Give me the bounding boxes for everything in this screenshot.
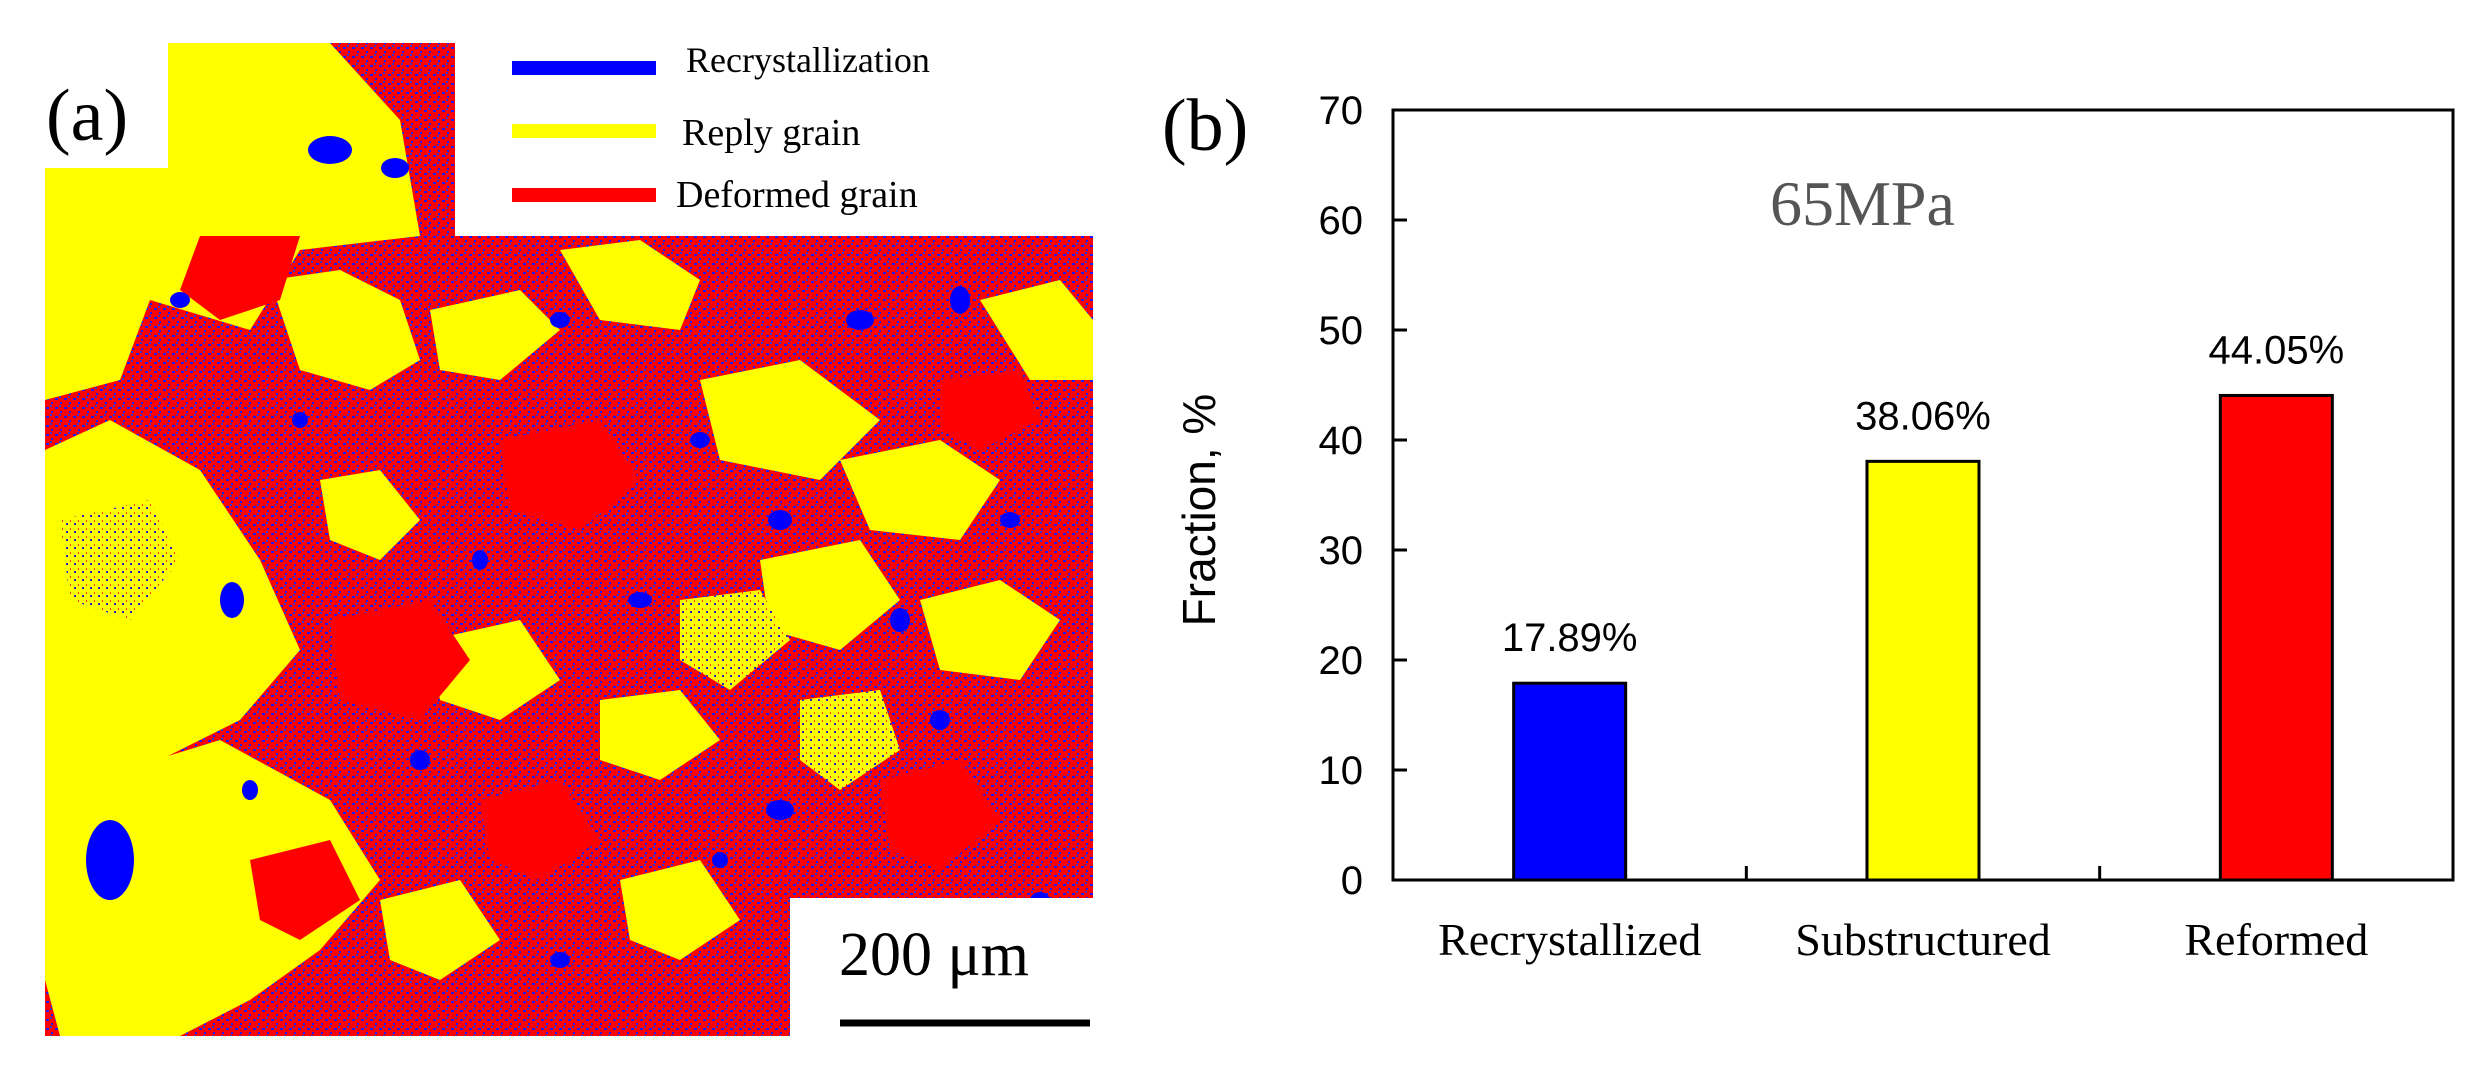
map-regions	[45, 43, 1093, 1036]
speckled-reply-region	[800, 690, 900, 790]
recrystallized-grain	[1000, 512, 1020, 528]
y-tick-label: 40	[1319, 419, 1364, 463]
recrystallized-grain	[550, 952, 570, 968]
recrystallized-grain	[410, 750, 430, 770]
speckled-reply-region	[680, 590, 790, 690]
reply-grain-region	[45, 740, 380, 1036]
data-label-substructured: 38.06%	[1855, 394, 1991, 438]
bar-recrystallized	[1512, 681, 1628, 882]
recrystallized-grain	[242, 780, 258, 800]
deformed-grain-region	[880, 760, 1000, 870]
y-tick-label: 50	[1319, 309, 1364, 353]
bar-reformed	[2218, 393, 2334, 882]
y-axis-ticks: 0 10 20 30 40 50 60 70	[1319, 89, 1407, 903]
deformed-grain-region	[500, 420, 640, 530]
recrystallized-grain	[930, 710, 950, 730]
reply-grain-region	[150, 570, 280, 680]
reply-grain-region	[700, 360, 880, 480]
recrystallized-grain	[690, 432, 710, 448]
legend-label-recrystallization: Recrystallization	[686, 40, 930, 80]
data-label-recrystallized: 17.89%	[1502, 616, 1638, 660]
speckled-reply-region	[60, 500, 180, 620]
deformed-grain-region	[330, 600, 470, 720]
reply-grain-region	[920, 580, 1060, 680]
y-tick-label: 20	[1319, 639, 1364, 683]
reply-grain-region	[760, 540, 900, 650]
reply-grain-region	[980, 280, 1093, 380]
chart-title: 65MPa	[1770, 168, 1955, 239]
bar-chart: 65MPa Fraction, % 0 10 20 30 40 50 60 70 17.89%…	[1173, 89, 2455, 965]
recrystallized-grain	[950, 286, 970, 314]
recrystallized-grain	[768, 510, 792, 530]
reply-grain-region	[270, 270, 420, 390]
bar-substructured	[1865, 459, 1981, 882]
recrystallized-grain	[890, 608, 910, 632]
map-legend: Recrystallization Reply grain Deformed g…	[512, 40, 930, 216]
reply-grain-region	[520, 43, 640, 130]
y-tick-label: 10	[1319, 749, 1364, 793]
reply-grain-region	[620, 860, 740, 960]
reply-grain-region	[430, 290, 560, 380]
deformed-grain-region	[250, 840, 360, 940]
y-tick-label: 30	[1319, 529, 1364, 573]
recrystallized-grain	[308, 136, 352, 164]
recrystallized-grain	[846, 310, 874, 330]
data-label-reformed: 44.05%	[2208, 328, 2344, 372]
deformed-grain-region	[480, 780, 600, 880]
scale-bar-box	[790, 898, 1093, 1036]
x-tick-label-recrystallized: Recrystallized	[1438, 914, 1701, 965]
panel-b-label: (b)	[1162, 85, 1248, 167]
deformed-grain-region	[180, 236, 300, 320]
legend-label-deformed-grain: Deformed grain	[676, 174, 918, 216]
reply-grain-region	[840, 440, 1000, 540]
recrystallized-grain	[170, 292, 190, 308]
recrystallized-grain	[766, 800, 794, 820]
recrystallized-grain	[292, 412, 308, 428]
reply-grain-region	[430, 620, 560, 720]
x-axis-labels: Recrystallized Substructured Reformed	[1438, 866, 2368, 965]
recrystallized-grain	[472, 550, 488, 570]
reply-grain-region	[320, 470, 420, 560]
scale-bar-label: 200 μm	[839, 921, 1029, 989]
recrystallized-grain	[712, 852, 728, 868]
recrystallized-grain	[610, 152, 630, 168]
panel-a-label: (a)	[46, 75, 128, 157]
recrystallized-grain	[381, 158, 409, 178]
recrystallized-grain	[550, 312, 570, 328]
panel-a-label-box	[40, 40, 168, 168]
x-tick-label-substructured: Substructured	[1795, 914, 2051, 965]
deformed-grain-region	[940, 370, 1040, 450]
x-tick-label-reformed: Reformed	[2184, 914, 2368, 965]
bars: 17.89% 38.06% 44.05%	[1502, 328, 2344, 882]
reply-grain-region	[560, 240, 700, 330]
y-tick-label: 60	[1319, 199, 1364, 243]
y-tick-label: 0	[1341, 859, 1363, 903]
reply-grain-region	[600, 690, 720, 780]
scale-bar: 200 μm	[790, 898, 1093, 1036]
y-tick-label: 70	[1319, 89, 1364, 133]
legend-label-reply-grain: Reply grain	[682, 112, 860, 154]
reply-grain-region	[45, 43, 420, 400]
recrystallized-grain	[220, 582, 244, 618]
recrystallized-grain	[628, 592, 652, 608]
recrystallized-grain	[86, 820, 134, 900]
reply-grain-region	[380, 880, 500, 980]
y-axis-label: Fraction, %	[1173, 394, 1225, 627]
